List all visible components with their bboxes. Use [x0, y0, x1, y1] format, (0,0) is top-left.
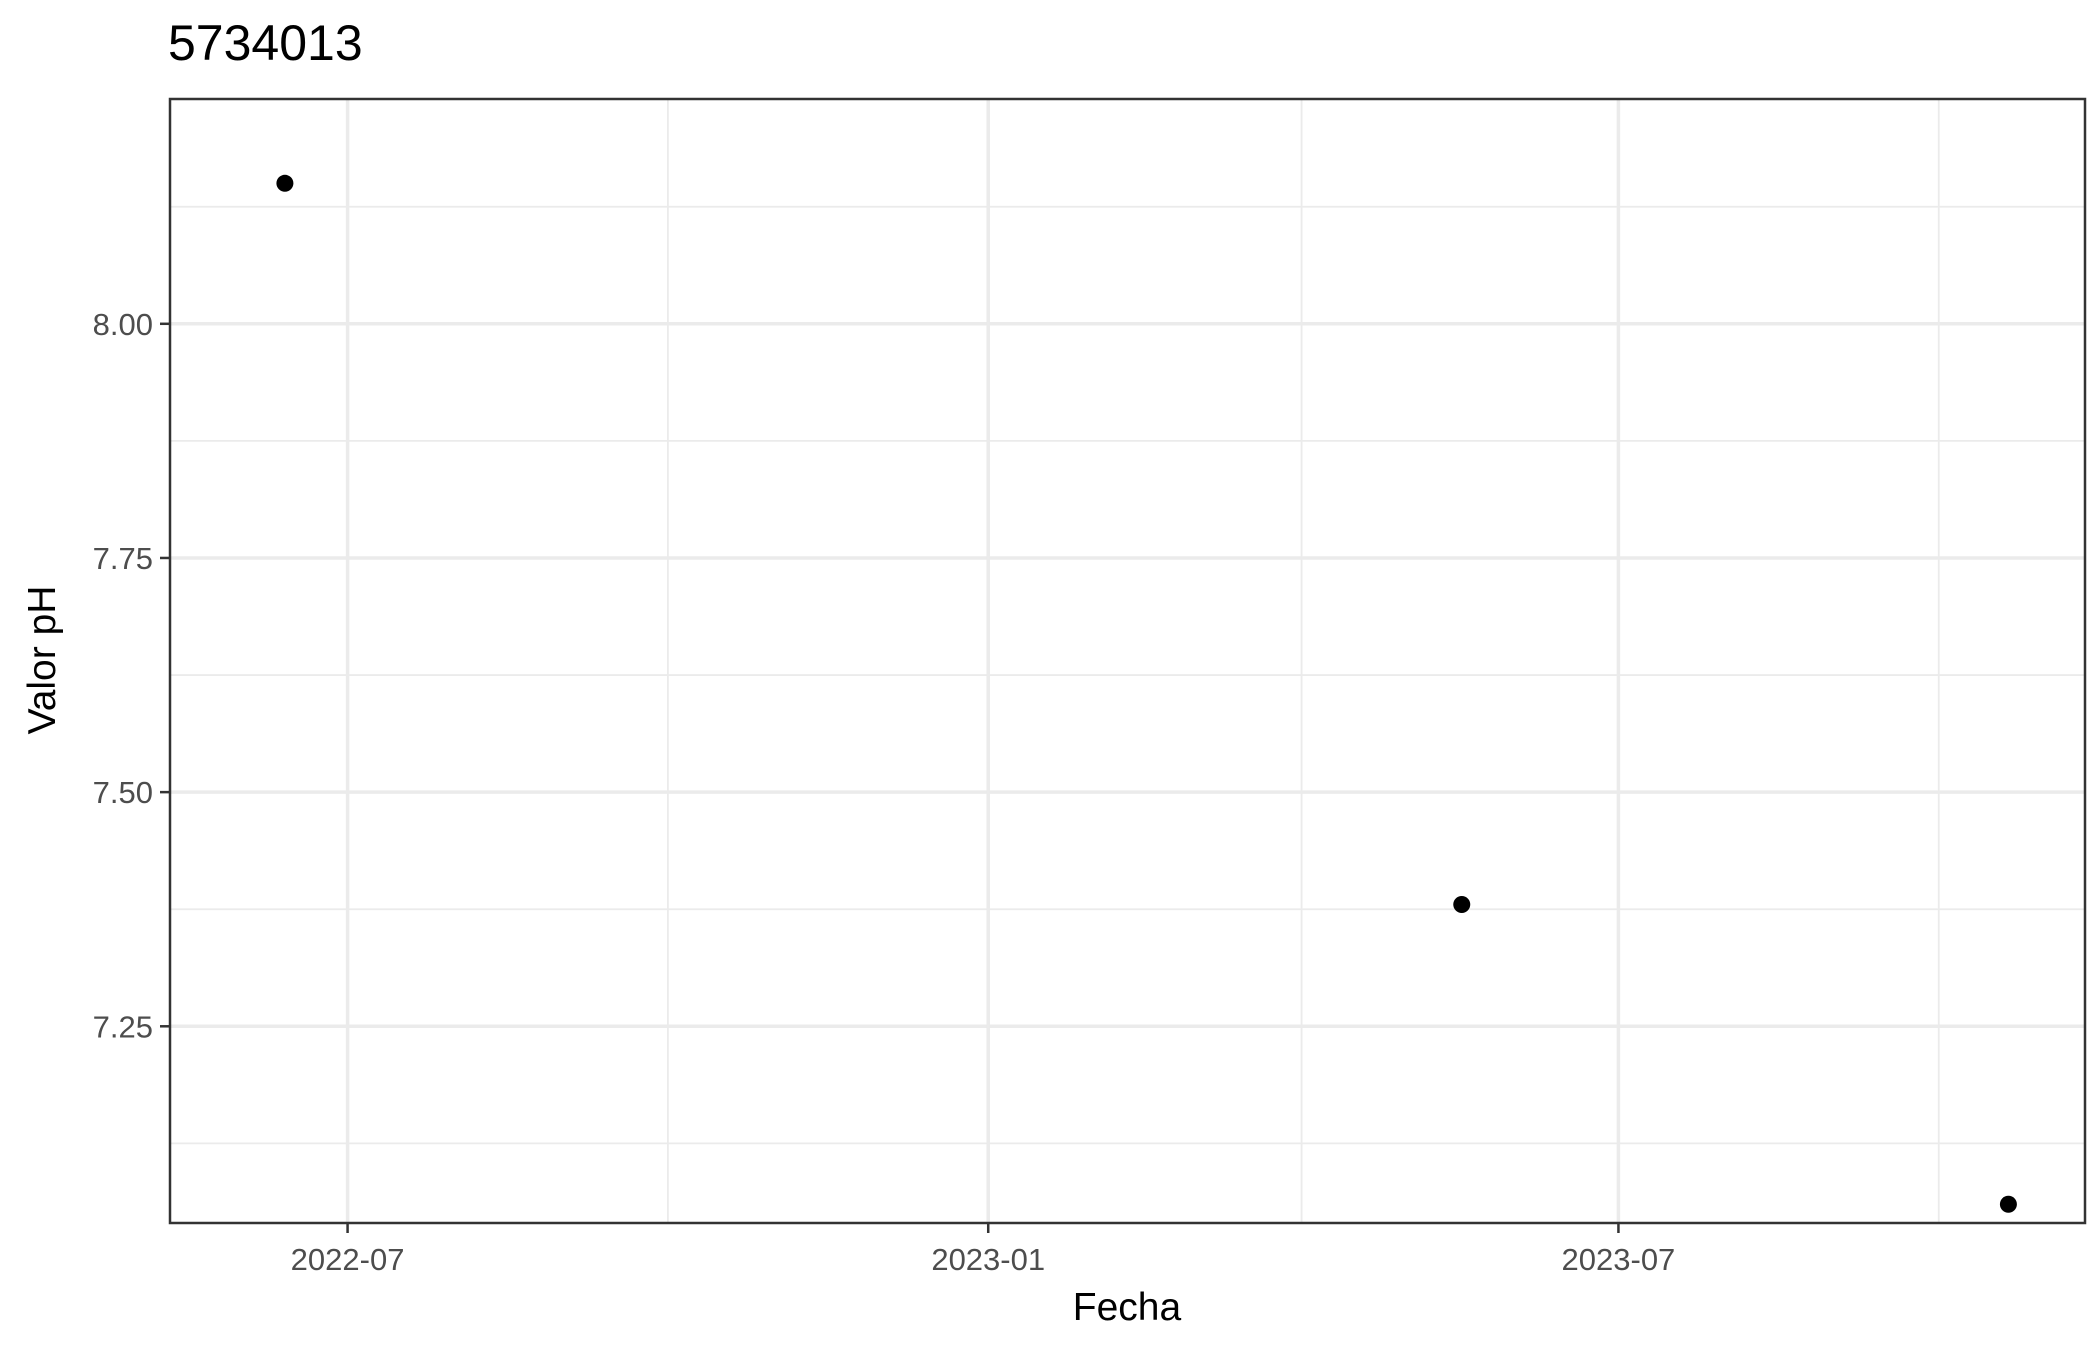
y-tick-label: 7.50: [93, 775, 153, 810]
data-point: [1453, 896, 1471, 914]
x-tick-label: 2023-07: [1562, 1242, 1676, 1277]
data-point: [1999, 1195, 2017, 1213]
y-tick-label: 8.00: [93, 307, 153, 342]
y-axis-title: Valor pH: [21, 586, 64, 735]
chart-title: 5734013: [168, 15, 363, 71]
y-axis: 7.25 7.50 7.75 8.00: [93, 307, 170, 1044]
x-tick-label: 2023-01: [931, 1242, 1045, 1277]
grid: [170, 99, 2085, 1223]
x-tick-label: 2022-07: [291, 1242, 405, 1277]
x-axis-title: Fecha: [1073, 1286, 1182, 1329]
y-tick-label: 7.25: [93, 1009, 153, 1044]
data-points: [276, 174, 2017, 1213]
data-point: [276, 174, 294, 192]
panel-border: [168, 97, 2087, 1225]
y-tick-label: 7.75: [93, 541, 153, 576]
x-axis: 2022-07 2023-01 2023-07: [291, 1223, 1676, 1277]
